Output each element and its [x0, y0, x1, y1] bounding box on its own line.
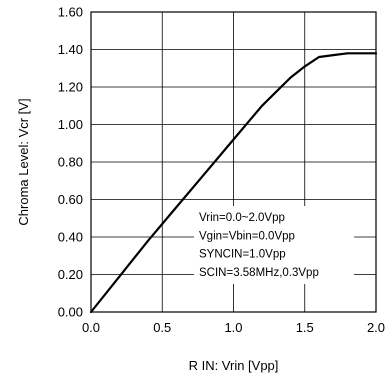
annotation-box: Vrin=0.0~2.0Vpp Vgin=Vbin=0.0Vpp SYNCIN=…	[194, 206, 354, 284]
y-tick-label: 0.80	[58, 155, 83, 170]
y-tick-label: 1.60	[58, 5, 83, 20]
y-tick-label: 0.60	[58, 192, 83, 207]
annotation-line-3: SYNCIN=1.0Vpp	[199, 249, 286, 261]
x-tick-label: 0.5	[153, 320, 171, 335]
x-tick-label: 1.0	[224, 320, 242, 335]
y-tick-label: 0.20	[58, 267, 83, 282]
series	[89, 52, 378, 314]
y-axis-title: Chroma Level: Vcr [V]	[16, 98, 31, 225]
x-axis-title: R IN: Vrin [Vpp]	[189, 358, 279, 373]
tick-labels: 0.00 0.20 0.40 0.60 0.80 1.00 1.20 1.40 1.60 0.0 0…	[58, 5, 385, 336]
annotation-line-4: SCIN=3.58MHz,0.3Vpp	[199, 267, 319, 279]
plot-frame	[90, 11, 377, 313]
annotation-background	[194, 206, 354, 284]
y-tick-label: 0.00	[58, 305, 83, 320]
series-line	[89, 52, 378, 314]
y-tick-label: 1.00	[58, 117, 83, 132]
annotation-line-2: Vgin=Vbin=0.0Vpp	[199, 230, 295, 242]
y-tick-label: 1.40	[58, 42, 83, 57]
x-tick-label: 2.0	[367, 320, 385, 335]
x-tick-label: 0.0	[82, 320, 100, 335]
y-tick-label: 0.40	[58, 230, 83, 245]
y-tick-label: 1.20	[58, 80, 83, 95]
annotation-line-1: Vrin=0.0~2.0Vpp	[199, 212, 285, 224]
x-tick-label: 1.5	[296, 320, 314, 335]
